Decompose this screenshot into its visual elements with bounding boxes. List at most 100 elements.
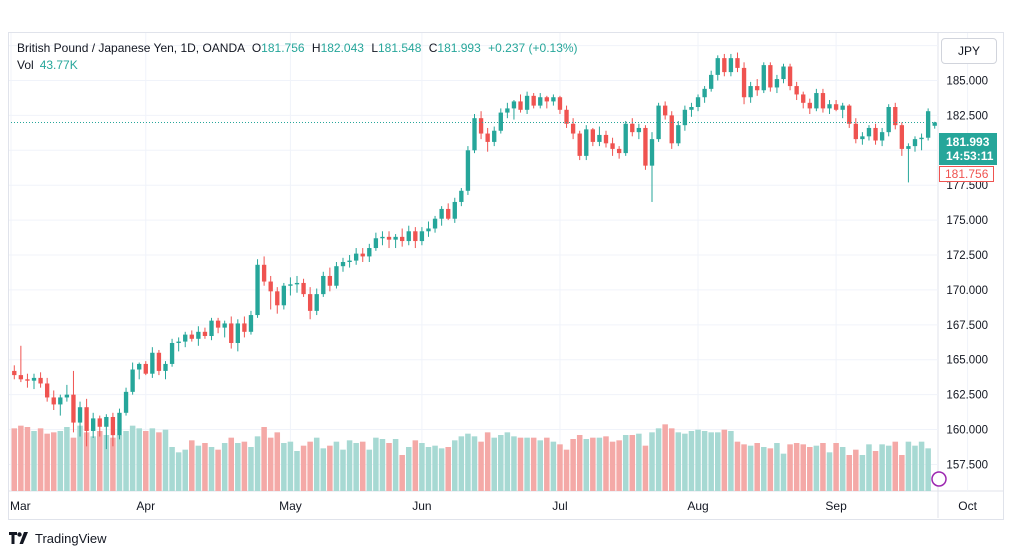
- candle: [853, 118, 858, 144]
- price-tick-label: 157.500: [946, 459, 988, 471]
- candle: [879, 127, 885, 147]
- volume-bar: [649, 432, 655, 491]
- candle: [196, 326, 201, 346]
- candle: [360, 248, 365, 262]
- tradingview-logo-icon[interactable]: [9, 532, 29, 544]
- candle-body: [702, 88, 707, 98]
- candle-body: [97, 418, 102, 427]
- candle: [419, 227, 425, 246]
- volume-bar: [24, 427, 31, 491]
- brand-name[interactable]: TradingView: [35, 530, 107, 546]
- candle-body: [538, 97, 543, 106]
- volume-bar: [484, 432, 491, 491]
- candle: [123, 387, 129, 416]
- candle-body: [327, 275, 333, 286]
- volume-bar: [544, 437, 550, 491]
- price-tick-label: 185.000: [946, 75, 988, 87]
- volume-bar: [366, 449, 373, 491]
- candle: [183, 331, 188, 348]
- candle-body: [531, 95, 536, 106]
- volume-bar: [399, 455, 405, 491]
- candle: [31, 373, 37, 390]
- candle-body: [847, 105, 852, 124]
- volume-bar: [143, 431, 149, 491]
- candle-body: [472, 118, 477, 151]
- time-axis[interactable]: Mar Apr May Jun Jul Aug Sep Oct: [10, 499, 978, 513]
- volume-bar: [189, 440, 195, 491]
- volume-bar: [373, 437, 379, 491]
- candle-body: [524, 95, 530, 110]
- candle-body: [209, 320, 214, 337]
- candle: [676, 120, 681, 147]
- volume-bar: [77, 425, 83, 491]
- candle-body: [321, 275, 326, 295]
- candle: [472, 113, 477, 154]
- volume-bar: [458, 436, 465, 491]
- candle: [71, 370, 76, 433]
- time-tick-label: Jun: [412, 499, 431, 513]
- candle-body: [695, 97, 701, 108]
- candle: [268, 275, 273, 310]
- candle: [893, 102, 898, 130]
- candle-body: [643, 127, 648, 166]
- candle: [584, 125, 589, 161]
- volume-bar: [741, 444, 747, 491]
- settings-badge-icon[interactable]: [931, 471, 947, 487]
- volume-bar: [918, 441, 925, 491]
- candle-body: [84, 407, 89, 431]
- candle-body: [452, 201, 457, 219]
- candle-body: [31, 377, 37, 381]
- close-value: 181.993: [437, 41, 481, 55]
- candle-body: [807, 102, 812, 109]
- candle: [202, 327, 208, 339]
- candle-body: [373, 238, 379, 249]
- volume-bar: [392, 439, 399, 491]
- candle: [623, 120, 628, 156]
- candle: [728, 53, 734, 77]
- candle: [459, 187, 464, 207]
- candle-body: [649, 139, 655, 166]
- candle-body: [406, 231, 411, 242]
- candle: [899, 122, 905, 156]
- candle: [498, 108, 503, 134]
- candle: [150, 347, 155, 378]
- candle: [551, 94, 556, 106]
- candle: [176, 337, 181, 352]
- candle: [564, 105, 569, 128]
- candle-body: [314, 294, 319, 311]
- candle-body: [728, 58, 734, 73]
- candle: [649, 132, 655, 202]
- volume-bar: [64, 427, 70, 491]
- volume-bar: [70, 437, 77, 491]
- volume-bar: [346, 440, 353, 491]
- volume-bar: [780, 453, 787, 491]
- currency-button[interactable]: JPY: [941, 38, 997, 64]
- volume-bar: [747, 445, 754, 491]
- candle-body: [465, 150, 471, 191]
- symbol-title[interactable]: British Pound / Japanese Yen, 1D, OANDA: [17, 41, 245, 55]
- candle: [919, 133, 924, 151]
- candle-body: [755, 86, 760, 91]
- volume-bar: [576, 435, 583, 491]
- volume-bar: [386, 443, 392, 491]
- volume-series: [11, 424, 931, 491]
- candle: [925, 108, 931, 141]
- volume-bar: [169, 447, 175, 491]
- candle: [452, 197, 457, 223]
- candle-body: [853, 123, 858, 140]
- candle-body: [669, 115, 674, 144]
- volume-bar: [721, 429, 728, 491]
- candle: [577, 130, 582, 161]
- footer: TradingView: [9, 529, 107, 547]
- candle-body: [492, 130, 497, 142]
- candle-body: [833, 104, 839, 110]
- volume-bar: [110, 437, 116, 491]
- candle-body: [597, 134, 602, 142]
- candle-body: [275, 291, 280, 306]
- candle-body: [196, 331, 201, 339]
- candle: [735, 52, 740, 73]
- volume-key[interactable]: Vol: [17, 58, 34, 72]
- candle-body: [682, 109, 688, 126]
- candle-body: [676, 125, 681, 144]
